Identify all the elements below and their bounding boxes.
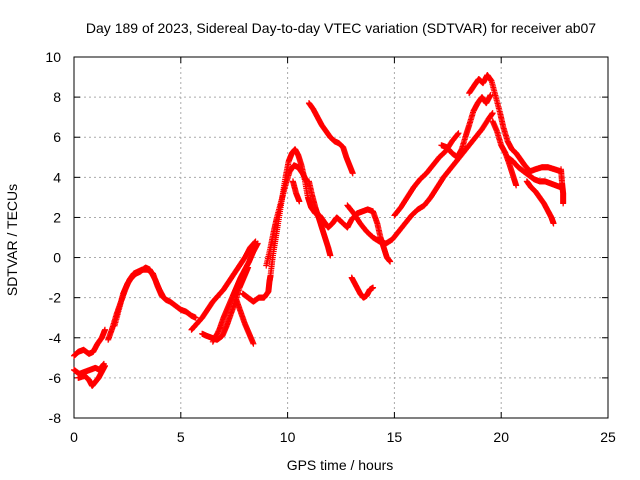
y-tick-label: -6 <box>49 370 62 386</box>
y-tick-label: 6 <box>53 129 61 145</box>
x-tick-label: 10 <box>280 429 296 445</box>
data-point <box>192 314 199 321</box>
data-point <box>513 182 520 189</box>
y-tick-label: 10 <box>45 49 61 65</box>
data-series-h <box>209 240 261 345</box>
chart-title: Day 189 of 2023, Sidereal Day-to-day VTE… <box>86 20 596 36</box>
data-point <box>387 258 394 265</box>
y-axis-label: SDTVAR / TECUs <box>4 184 20 296</box>
data-series-f <box>188 238 259 333</box>
data-point <box>370 284 377 291</box>
plot-frame <box>73 56 609 419</box>
x-axis-ticks: 0 5 10 15 20 25 <box>70 57 616 445</box>
data-series-c <box>75 362 108 389</box>
y-tick-label: 4 <box>53 169 61 185</box>
data-points <box>71 72 567 389</box>
data-point <box>455 130 462 137</box>
data-point <box>489 110 496 117</box>
data-series-m <box>305 178 334 259</box>
data-series-j <box>239 146 394 305</box>
data-point <box>550 220 557 227</box>
data-series-k <box>263 162 310 269</box>
data-point <box>101 326 108 333</box>
data-series-s <box>466 72 565 175</box>
data-series-b <box>71 360 107 377</box>
y-tick-label: 2 <box>53 209 61 225</box>
data-point <box>254 240 261 247</box>
x-tick-label: 15 <box>387 429 403 445</box>
x-tick-label: 20 <box>493 429 509 445</box>
y-tick-label: -2 <box>49 290 62 306</box>
data-point <box>349 170 356 177</box>
y-tick-label: -8 <box>49 410 62 426</box>
data-series-t <box>489 118 520 189</box>
y-tick-label: -4 <box>49 330 62 346</box>
y-tick-label: 0 <box>53 250 61 266</box>
data-series-p <box>344 110 496 247</box>
data-point <box>560 200 567 207</box>
data-series-u <box>504 154 565 191</box>
data-series-r <box>438 92 494 161</box>
x-axis-label: GPS time / hours <box>287 457 394 473</box>
data-series-l <box>289 178 303 205</box>
data-series-e <box>111 264 167 329</box>
data-series-a <box>71 326 108 359</box>
data-point <box>250 340 257 347</box>
data-series-i <box>233 296 257 347</box>
data-series-n <box>305 100 356 177</box>
data-point <box>101 362 108 369</box>
grid-lines <box>74 57 608 418</box>
data-point <box>296 198 303 205</box>
data-series-v <box>523 178 557 227</box>
data-series-o <box>348 274 377 301</box>
y-axis-ticks: -8 -6 -4 -2 0 2 4 6 8 10 <box>45 49 608 426</box>
x-tick-label: 5 <box>177 429 185 445</box>
data-series-w <box>558 166 567 207</box>
x-tick-label: 25 <box>600 429 616 445</box>
data-point <box>160 294 167 301</box>
x-tick-label: 0 <box>70 429 78 445</box>
data-point <box>454 131 461 138</box>
y-tick-label: 8 <box>53 89 61 105</box>
data-point <box>327 252 334 259</box>
